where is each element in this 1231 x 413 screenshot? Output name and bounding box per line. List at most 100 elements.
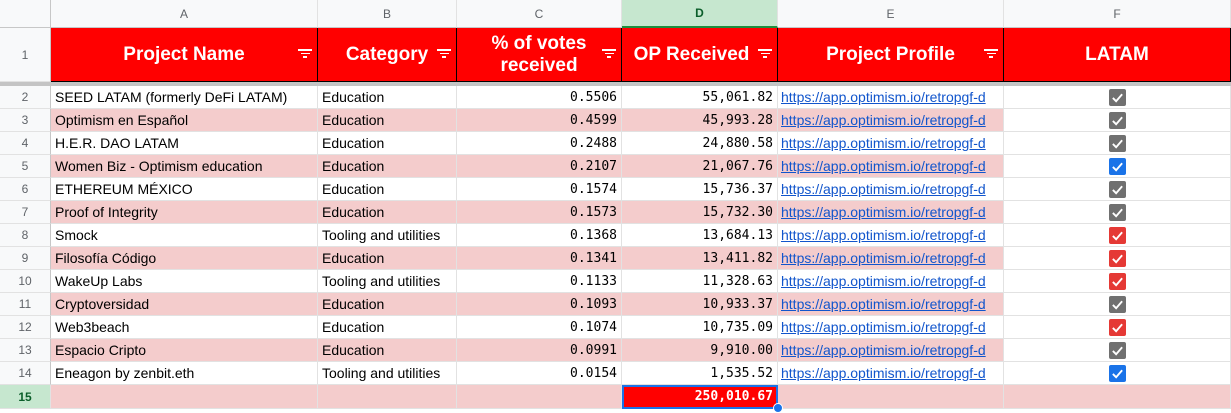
row-number[interactable]: 3 [0, 109, 51, 132]
project-name-cell[interactable]: SEED LATAM (formerly DeFi LATAM) [51, 86, 318, 109]
column-header-f[interactable]: F [1004, 0, 1231, 28]
latam-checkbox[interactable] [1108, 88, 1126, 106]
row-number[interactable]: 7 [0, 201, 51, 224]
category-cell[interactable]: Tooling and utilities [318, 224, 457, 247]
project-name-cell[interactable]: Women Biz - Optimism education [51, 155, 318, 178]
row-number[interactable]: 8 [0, 224, 51, 247]
votes-pct-cell[interactable]: 0.2107 [457, 155, 622, 178]
row-number[interactable]: 1 [0, 28, 51, 82]
votes-pct-cell[interactable]: 0.1341 [457, 247, 622, 270]
project-profile-link[interactable]: https://app.optimism.io/retropgf-d [778, 178, 1004, 201]
category-cell[interactable]: Tooling and utilities [318, 270, 457, 293]
row-number[interactable]: 6 [0, 178, 51, 201]
project-profile-link[interactable]: https://app.optimism.io/retropgf-d [778, 293, 1004, 316]
latam-checkbox[interactable] [1108, 341, 1126, 359]
row-number[interactable]: 12 [0, 316, 51, 339]
votes-pct-cell[interactable]: 0.1093 [457, 293, 622, 316]
row-number[interactable]: 10 [0, 270, 51, 293]
category-cell[interactable]: Education [318, 109, 457, 132]
latam-checkbox[interactable] [1108, 134, 1126, 152]
project-name-cell[interactable]: WakeUp Labs [51, 270, 318, 293]
op-received-cell[interactable]: 10,933.37 [622, 293, 778, 316]
votes-pct-cell[interactable]: 0.1574 [457, 178, 622, 201]
latam-checkbox[interactable] [1108, 157, 1126, 175]
filter-icon[interactable] [984, 49, 998, 59]
op-received-cell[interactable]: 24,880.58 [622, 132, 778, 155]
cell-e15[interactable] [778, 385, 1004, 409]
op-received-cell[interactable]: 11,328.63 [622, 270, 778, 293]
votes-pct-cell[interactable]: 0.1074 [457, 316, 622, 339]
project-profile-link[interactable]: https://app.optimism.io/retropgf-d [778, 132, 1004, 155]
project-profile-link[interactable]: https://app.optimism.io/retropgf-d [778, 270, 1004, 293]
project-name-cell[interactable]: Optimism en Español [51, 109, 318, 132]
op-received-cell[interactable]: 13,411.82 [622, 247, 778, 270]
row-number[interactable]: 4 [0, 132, 51, 155]
row-number[interactable]: 11 [0, 293, 51, 316]
op-received-cell[interactable]: 1,535.52 [622, 362, 778, 385]
category-cell[interactable]: Education [318, 316, 457, 339]
row-number[interactable]: 2 [0, 86, 51, 109]
latam-checkbox[interactable] [1108, 203, 1126, 221]
category-cell[interactable]: Education [318, 178, 457, 201]
header-latam[interactable]: LATAM [1004, 28, 1231, 82]
project-profile-link[interactable]: https://app.optimism.io/retropgf-d [778, 316, 1004, 339]
category-cell[interactable]: Education [318, 132, 457, 155]
row-number[interactable]: 5 [0, 155, 51, 178]
op-received-cell[interactable]: 55,061.82 [622, 86, 778, 109]
column-header-a[interactable]: A [51, 0, 318, 28]
category-cell[interactable]: Tooling and utilities [318, 362, 457, 385]
category-cell[interactable]: Education [318, 201, 457, 224]
cell-a15[interactable] [51, 385, 318, 409]
latam-checkbox[interactable] [1108, 318, 1126, 336]
row-number[interactable]: 13 [0, 339, 51, 362]
votes-pct-cell[interactable]: 0.4599 [457, 109, 622, 132]
project-name-cell[interactable]: Cryptoversidad [51, 293, 318, 316]
latam-checkbox[interactable] [1108, 180, 1126, 198]
header-op-received[interactable]: OP Received [622, 28, 778, 82]
cell-b15[interactable] [318, 385, 457, 409]
header-project-profile[interactable]: Project Profile [778, 28, 1004, 82]
filter-icon[interactable] [437, 49, 451, 59]
freeze-divider[interactable] [0, 82, 1231, 86]
header-project-name[interactable]: Project Name [51, 28, 318, 82]
project-profile-link[interactable]: https://app.optimism.io/retropgf-d [778, 339, 1004, 362]
header-votes-pct[interactable]: % of votes received [457, 28, 622, 82]
project-profile-link[interactable]: https://app.optimism.io/retropgf-d [778, 109, 1004, 132]
op-received-cell[interactable]: 13,684.13 [622, 224, 778, 247]
row-number[interactable]: 9 [0, 247, 51, 270]
fill-handle[interactable] [773, 403, 783, 413]
project-name-cell[interactable]: Espacio Cripto [51, 339, 318, 362]
latam-checkbox[interactable] [1108, 364, 1126, 382]
votes-pct-cell[interactable]: 0.1133 [457, 270, 622, 293]
row-number[interactable]: 14 [0, 362, 51, 385]
row-number[interactable]: 15 [0, 385, 51, 409]
votes-pct-cell[interactable]: 0.0154 [457, 362, 622, 385]
votes-pct-cell[interactable]: 0.0991 [457, 339, 622, 362]
category-cell[interactable]: Education [318, 339, 457, 362]
votes-pct-cell[interactable]: 0.1368 [457, 224, 622, 247]
op-received-cell[interactable]: 45,993.28 [622, 109, 778, 132]
cell-f15[interactable] [1004, 385, 1231, 409]
latam-checkbox[interactable] [1108, 295, 1126, 313]
total-op-cell[interactable]: 250,010.67 [622, 385, 778, 409]
project-profile-link[interactable]: https://app.optimism.io/retropgf-d [778, 201, 1004, 224]
category-cell[interactable]: Education [318, 86, 457, 109]
project-name-cell[interactable]: Filosofía Código [51, 247, 318, 270]
column-header-e[interactable]: E [778, 0, 1004, 28]
project-name-cell[interactable]: H.E.R. DAO LATAM [51, 132, 318, 155]
op-received-cell[interactable]: 10,735.09 [622, 316, 778, 339]
header-category[interactable]: Category [318, 28, 457, 82]
column-header-b[interactable]: B [318, 0, 457, 28]
votes-pct-cell[interactable]: 0.1573 [457, 201, 622, 224]
project-name-cell[interactable]: Proof of Integrity [51, 201, 318, 224]
category-cell[interactable]: Education [318, 155, 457, 178]
op-received-cell[interactable]: 15,732.30 [622, 201, 778, 224]
project-profile-link[interactable]: https://app.optimism.io/retropgf-d [778, 155, 1004, 178]
project-profile-link[interactable]: https://app.optimism.io/retropgf-d [778, 224, 1004, 247]
project-profile-link[interactable]: https://app.optimism.io/retropgf-d [778, 362, 1004, 385]
filter-icon[interactable] [758, 49, 772, 59]
latam-checkbox[interactable] [1108, 111, 1126, 129]
select-all-corner[interactable] [0, 0, 51, 28]
cell-c15[interactable] [457, 385, 622, 409]
category-cell[interactable]: Education [318, 247, 457, 270]
